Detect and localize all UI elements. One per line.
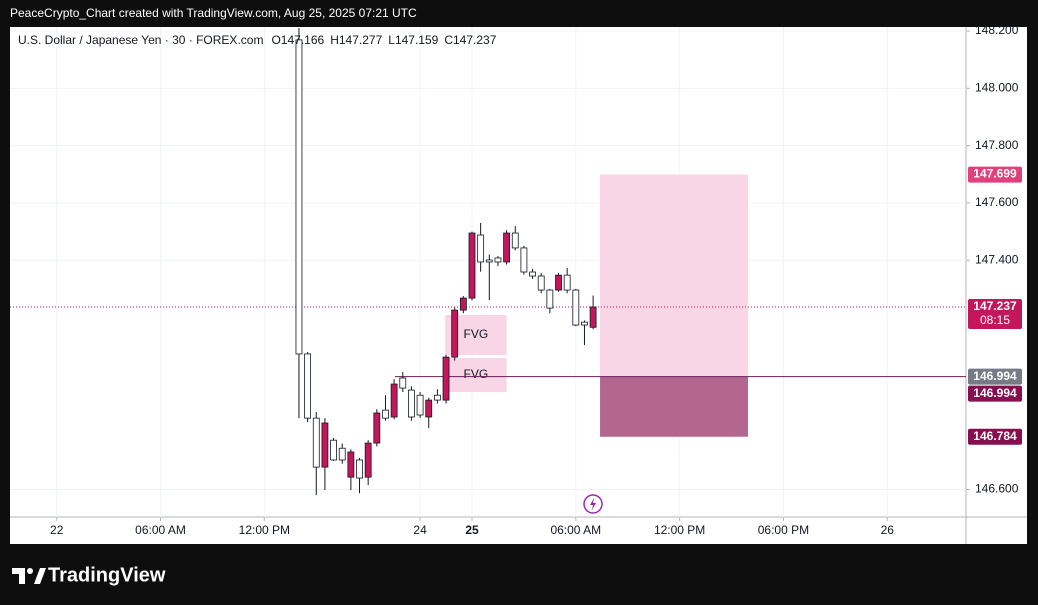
x-tick-label: 22	[50, 523, 64, 537]
candle-body	[295, 39, 303, 355]
candle-body	[468, 232, 476, 299]
candle-body	[304, 353, 312, 419]
x-tick-label: 25	[465, 523, 479, 537]
icon-bolt	[590, 498, 596, 510]
logo-slash	[34, 568, 46, 584]
x-tick-label: 12:00 PM	[654, 523, 705, 537]
candle-body	[364, 442, 372, 478]
ohlc-value: 147.277	[339, 33, 383, 47]
candle-body	[537, 275, 545, 291]
candle-body	[494, 257, 502, 263]
entry-label-bg	[968, 385, 1022, 402]
x-tick-label: 06:00 AM	[135, 523, 186, 537]
y-tick-label: 147.400	[975, 252, 1019, 266]
x-tick-label: 06:00 PM	[758, 523, 809, 537]
fvg-label: FVG	[464, 327, 489, 341]
ohlc-value: 147.166	[281, 33, 325, 47]
candle-body	[546, 289, 554, 309]
stop-label-bg	[968, 428, 1022, 445]
candle-body	[347, 451, 355, 478]
candle-body	[390, 383, 398, 418]
logo-mark	[12, 568, 25, 584]
candle-body	[442, 356, 450, 401]
candle-body	[555, 274, 562, 291]
candle-body	[321, 422, 329, 468]
symbol-legend: U.S. Dollar / Japanese Yen · 30 · FOREX.…	[18, 33, 497, 47]
x-tick-label: 12:00 PM	[239, 523, 290, 537]
candle-body	[408, 389, 415, 418]
x-tick-label: 26	[881, 523, 895, 537]
ohlc-value: 147.159	[395, 33, 439, 47]
countdown: 08:15	[980, 313, 1010, 327]
candle-body	[425, 399, 433, 418]
y-tick-label: 148.200	[975, 23, 1019, 37]
chart-panel	[10, 27, 1027, 544]
last-price-label-bg	[968, 298, 1022, 329]
stop-zone	[600, 376, 748, 437]
y-tick-label: 147.800	[975, 138, 1019, 152]
candle-body	[373, 412, 381, 444]
candle-body	[477, 234, 485, 263]
candle-body	[416, 394, 424, 416]
brand: TradingView	[48, 564, 166, 586]
candle-body	[529, 271, 536, 277]
entry-label: 146.994	[973, 386, 1017, 400]
candle-body	[330, 439, 337, 461]
candle-body	[451, 309, 459, 358]
y-tick-label: 148.000	[975, 80, 1019, 94]
candle-body	[485, 259, 493, 263]
candle-body	[503, 232, 511, 263]
fvg-label: FVG	[464, 367, 489, 381]
lightning-icon	[583, 494, 603, 514]
candle-body	[520, 247, 528, 273]
last-price-label: 147.237	[973, 299, 1017, 313]
candle-body	[338, 447, 346, 461]
stop-label: 146.784	[973, 429, 1017, 443]
symbol: U.S. Dollar / Japanese Yen · 30 · FOREX.…	[18, 33, 263, 47]
x-tick-label: 06:00 AM	[550, 523, 601, 537]
hline-label: 146.994	[973, 369, 1017, 383]
candle-body	[563, 274, 571, 291]
candle-body	[312, 417, 320, 468]
target-zone	[600, 174, 748, 377]
logo	[12, 568, 46, 584]
ohlc-prefix: H	[330, 33, 339, 47]
candle-body	[589, 306, 597, 328]
ohlc-prefix: L	[388, 33, 395, 47]
candle-body	[356, 459, 363, 479]
candle-body	[399, 377, 407, 389]
ohlc-prefix: C	[444, 33, 453, 47]
header: PeaceCrypto_Chart created with TradingVi…	[10, 6, 417, 20]
candle-body	[511, 232, 519, 249]
ohlc-value: 147.237	[453, 33, 497, 47]
fvg-box	[445, 357, 507, 393]
candle-body	[581, 321, 588, 326]
y-tick-label: 146.600	[975, 482, 1019, 496]
target-label: 147.699	[973, 167, 1017, 181]
hline-label-bg	[968, 368, 1022, 385]
candle-body	[433, 394, 441, 401]
candle-body	[382, 409, 389, 419]
candle-body	[572, 289, 580, 326]
logo-dot	[27, 568, 33, 574]
ohlc-prefix: O	[271, 33, 280, 47]
candle-body	[459, 297, 467, 311]
x-tick-label: 24	[413, 523, 427, 537]
target-label-bg	[968, 166, 1022, 183]
y-tick-label: 147.600	[975, 195, 1019, 209]
